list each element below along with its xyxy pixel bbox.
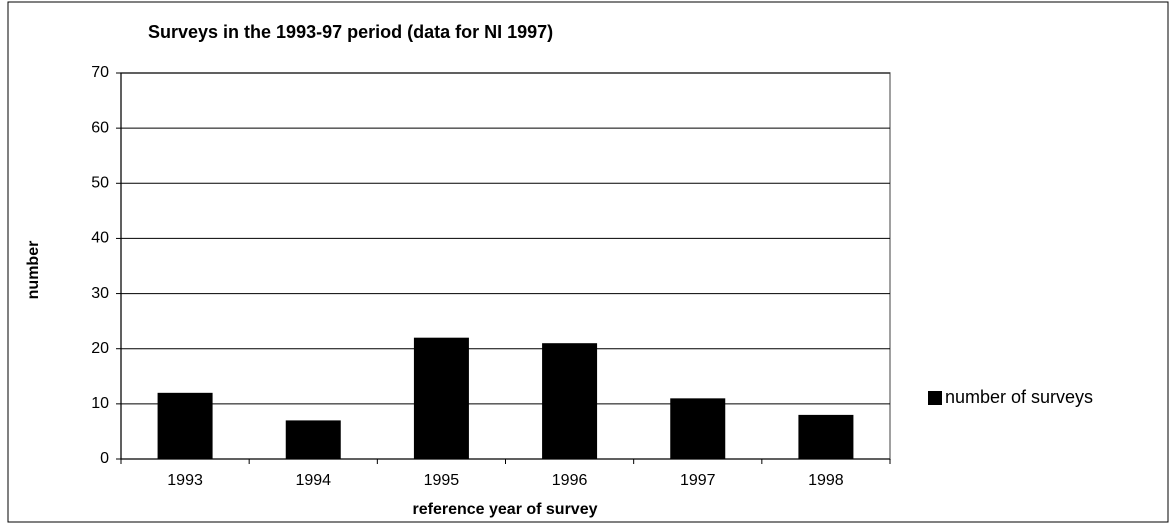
y-tick-label: 50 [91,175,109,192]
y-tick-label: 0 [100,450,109,467]
bar [798,414,854,459]
y-tick-label: 60 [91,119,109,136]
bar [157,392,213,459]
legend-label: number of surveys [945,387,1093,407]
x-tick-label: 1996 [552,472,588,489]
bar [285,420,341,459]
x-tick-label: 1998 [808,472,844,489]
x-tick-label: 1994 [295,472,331,489]
legend-swatch [928,391,942,405]
y-tick-label: 30 [91,285,109,302]
chart-title: Surveys in the 1993-97 period (data for … [148,22,553,42]
y-tick-label: 10 [91,395,109,412]
x-tick-label: 1995 [424,472,460,489]
y-axis-label: number [25,241,42,300]
x-tick-label: 1993 [167,472,203,489]
x-tick-label: 1997 [680,472,716,489]
x-axis-label: reference year of survey [413,501,598,518]
bar [413,337,469,459]
bar [542,343,598,459]
y-tick-label: 40 [91,230,109,247]
y-tick-label: 20 [91,340,109,357]
bar [670,398,726,459]
y-tick-label: 70 [91,64,109,81]
